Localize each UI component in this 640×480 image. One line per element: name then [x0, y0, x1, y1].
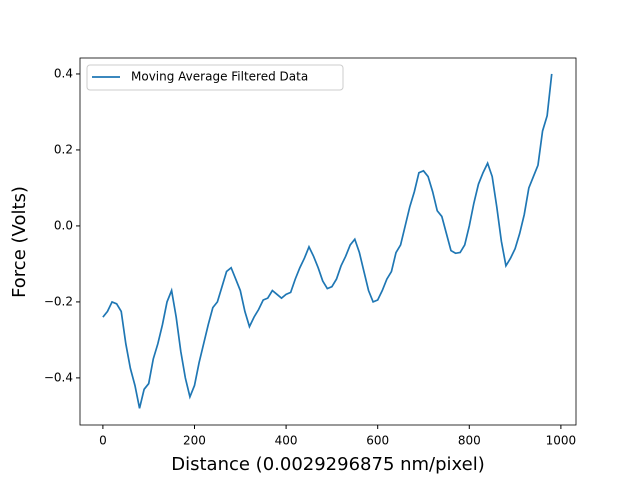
y-tick-label: 0.2 — [54, 142, 73, 156]
x-axis-title: Distance (0.0029296875 nm/pixel) — [171, 454, 485, 475]
x-tick-label: 800 — [458, 434, 481, 448]
legend-label: Moving Average Filtered Data — [131, 70, 308, 84]
x-tick-label: 1000 — [546, 434, 577, 448]
x-tick-label: 600 — [366, 434, 389, 448]
data-line — [102, 73, 553, 409]
legend-box — [86, 64, 344, 91]
y-tick-label: 0.4 — [54, 66, 73, 80]
x-tick-label: 200 — [183, 434, 206, 448]
x-tick-label: 400 — [275, 434, 298, 448]
y-tick-label: 0.0 — [54, 218, 73, 232]
y-tick-label: −0.2 — [44, 294, 73, 308]
x-tick-label: 0 — [99, 434, 107, 448]
y-tick-label: −0.4 — [44, 370, 73, 384]
y-axis-title: Force (Volts) — [9, 186, 30, 298]
plot-frame — [79, 57, 577, 426]
